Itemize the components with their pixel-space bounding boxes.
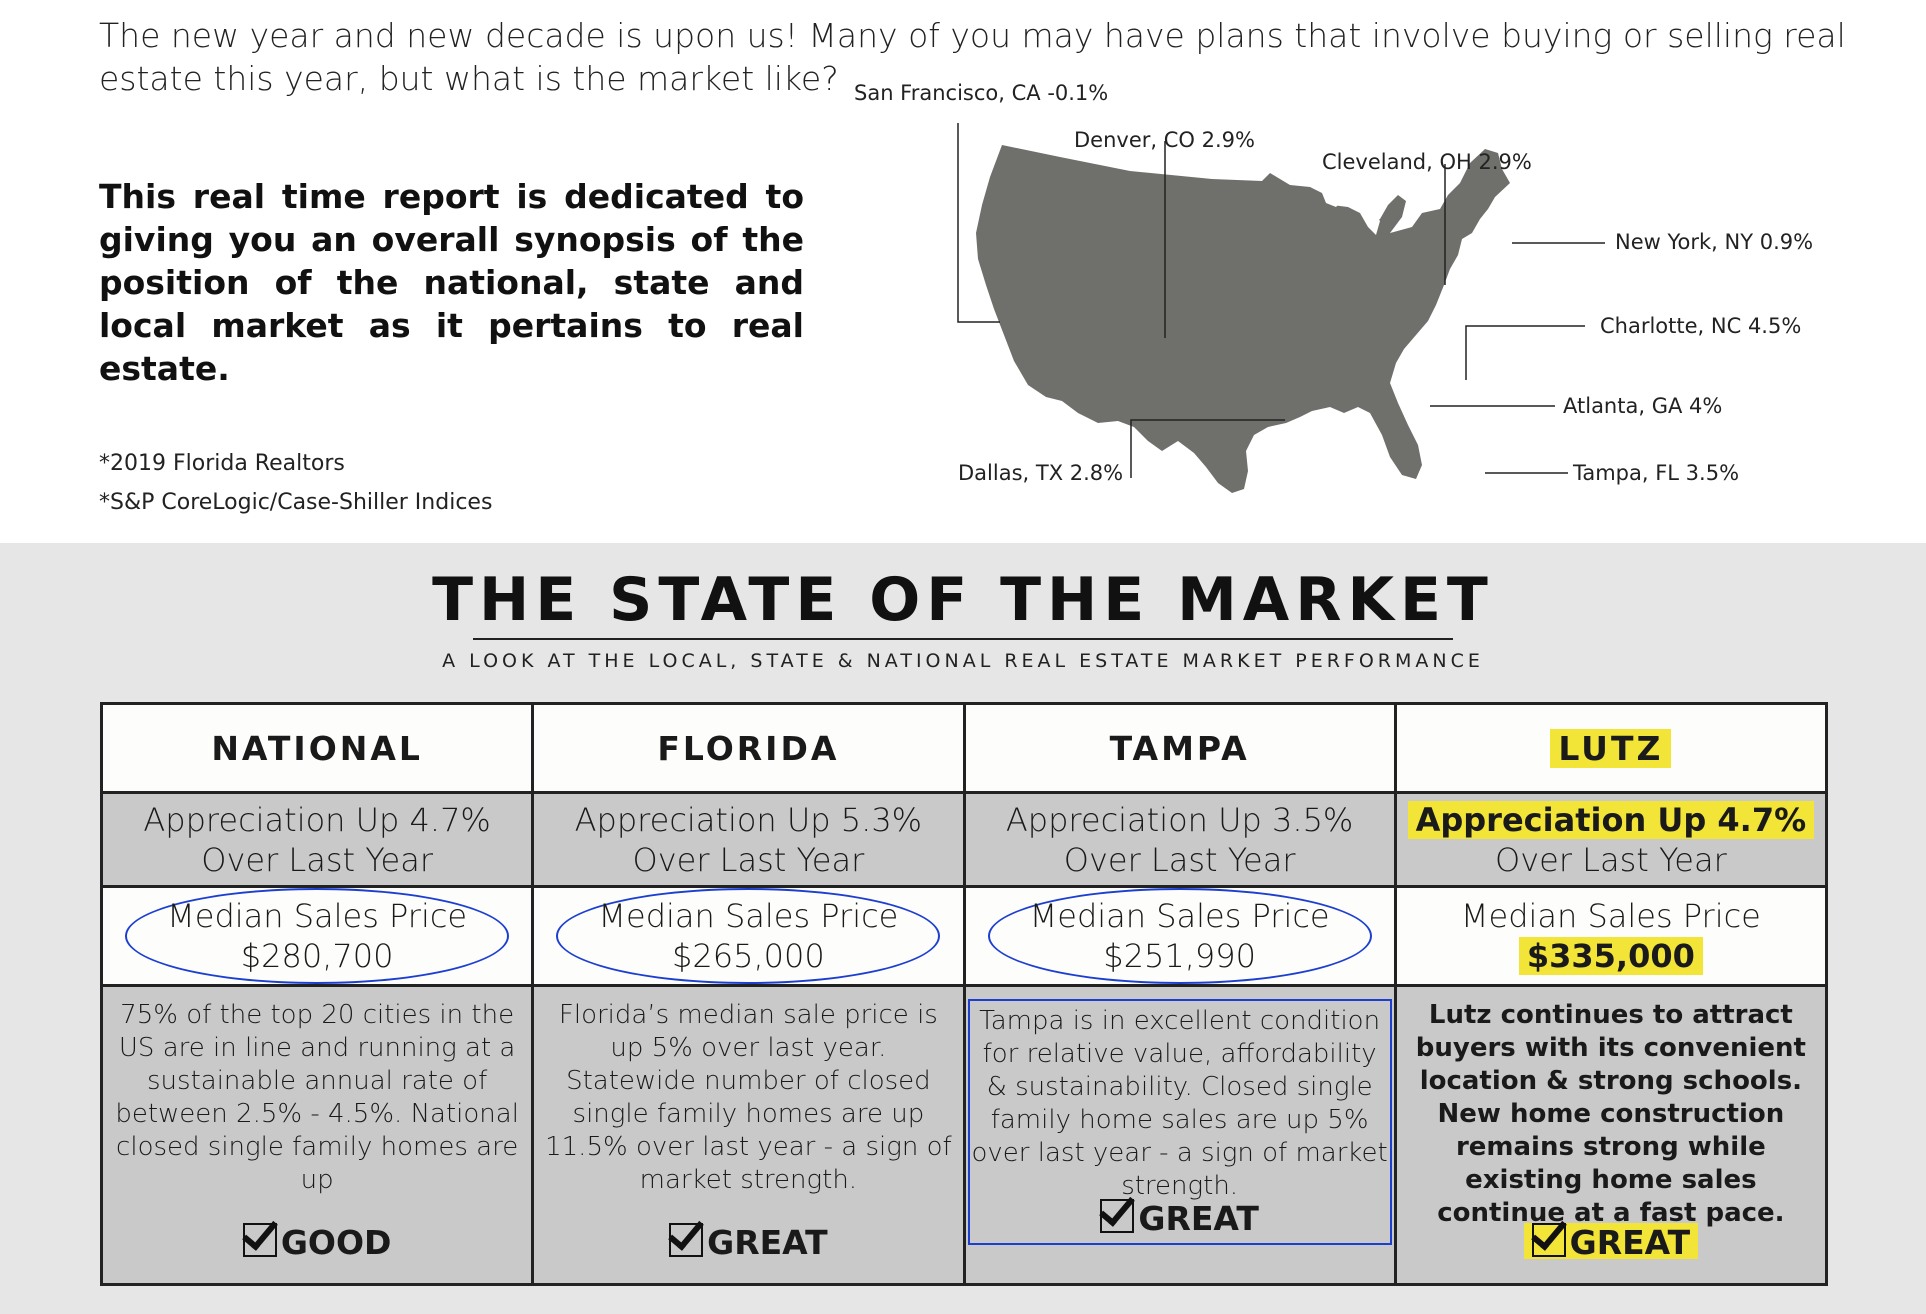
header-tampa: TAMPA: [962, 702, 1397, 794]
map-label-dallas: Dallas, TX 2.8%: [958, 461, 1124, 485]
median-label: Median Sales Price: [167, 897, 468, 935]
description-text: Lutz continues to attract buyers with it…: [1415, 1000, 1806, 1228]
verdict-tampa: GREAT: [1100, 1199, 1259, 1235]
source-note-2: *S&P CoreLogic/Case-Shiller Indices: [99, 490, 493, 515]
appreciation-value: Appreciation Up 5.3%: [574, 800, 923, 839]
description-national: 75% of the top 20 cities in the US are i…: [99, 984, 535, 1286]
lead-paragraph: This real time report is dedicated to gi…: [99, 177, 804, 388]
map-label-denver: Denver, CO 2.9%: [1074, 128, 1255, 152]
description-row: 75% of the top 20 cities in the US are i…: [99, 984, 1829, 1286]
median-florida: Median Sales Price $265,000: [531, 885, 966, 987]
map-label-charlotte: Charlotte, NC 4.5%: [1600, 314, 1802, 338]
source-note-1: *2019 Florida Realtors: [99, 451, 345, 476]
verdict-label: GREAT: [707, 1223, 828, 1262]
checkbox-icon: [1100, 1199, 1135, 1233]
market-table: NATIONAL FLORIDA TAMPA LUTZ Appreciation…: [99, 702, 1829, 1286]
header-florida: FLORIDA: [531, 702, 966, 794]
title-divider: [473, 638, 1453, 640]
header-lutz: LUTZ: [1550, 728, 1672, 768]
appreciation-lutz: Appreciation Up 4.7% Over Last Year: [1393, 791, 1829, 888]
map-label-cleveland: Cleveland, OH 2.9%: [1322, 150, 1532, 174]
verdict-lutz: GREAT: [1523, 1223, 1699, 1262]
header-national: NATIONAL: [99, 702, 535, 794]
intro-section: The new year and new decade is upon us! …: [0, 0, 1926, 543]
median-price-row: Median Sales Price $280,700 Median Sales …: [99, 885, 1829, 987]
appreciation-value: Appreciation Up 4.7%: [1407, 800, 1815, 839]
appreciation-value: Appreciation Up 3.5%: [1005, 800, 1354, 839]
circled-annotation: Median Sales Price $251,990: [987, 888, 1372, 984]
verdict-florida: GREAT: [669, 1223, 828, 1259]
verdict-label: GREAT: [1569, 1223, 1691, 1262]
header-lutz-cell: LUTZ: [1393, 702, 1829, 794]
intro-text: The new year and new decade is upon us! …: [99, 16, 1846, 98]
median-label: Median Sales Price: [1460, 897, 1761, 935]
description-lutz: Lutz continues to attract buyers with it…: [1393, 984, 1829, 1286]
map-label-atlanta: Atlanta, GA 4%: [1563, 394, 1723, 418]
median-value: $280,700: [240, 937, 394, 975]
appreciation-value: Appreciation Up 4.7%: [143, 800, 491, 839]
appreciation-sub: Over Last Year: [1495, 840, 1727, 879]
checkbox-icon: [1531, 1223, 1566, 1257]
median-tampa: Median Sales Price $251,990: [962, 885, 1397, 987]
checkbox-icon: [669, 1223, 704, 1257]
description-text: Florida’s median sale price is up 5% ove…: [545, 1000, 952, 1195]
description-florida: Florida’s median sale price is up 5% ove…: [531, 984, 966, 1286]
median-lutz: Median Sales Price $335,000: [1393, 885, 1829, 987]
appreciation-national: Appreciation Up 4.7% Over Last Year: [99, 791, 535, 888]
appreciation-sub: Over Last Year: [201, 840, 433, 879]
checkbox-icon: [242, 1223, 277, 1257]
circled-annotation: Median Sales Price $280,700: [125, 888, 510, 984]
description-text: Tampa is in excellent condition for rela…: [971, 1006, 1388, 1201]
median-value: $251,990: [1103, 937, 1256, 975]
boxed-annotation: Tampa is in excellent condition for rela…: [967, 999, 1392, 1245]
section-subtitle: A LOOK AT THE LOCAL, STATE & NATIONAL RE…: [442, 650, 1484, 672]
appreciation-sub: Over Last Year: [632, 840, 865, 879]
header-row: NATIONAL FLORIDA TAMPA LUTZ: [99, 702, 1829, 794]
map-label-tampa: Tampa, FL 3.5%: [1573, 461, 1740, 485]
us-map-image: [976, 145, 1510, 493]
median-label: Median Sales Price: [598, 897, 899, 935]
appreciation-tampa: Appreciation Up 3.5% Over Last Year: [962, 791, 1397, 888]
circled-annotation: Median Sales Price $265,000: [556, 888, 941, 984]
median-label: Median Sales Price: [1029, 897, 1330, 935]
verdict-label: GREAT: [1138, 1199, 1259, 1238]
median-value: $265,000: [672, 937, 825, 975]
description-text: 75% of the top 20 cities in the US are i…: [115, 1000, 519, 1195]
median-value: $335,000: [1518, 937, 1703, 975]
appreciation-row: Appreciation Up 4.7% Over Last Year Appre…: [99, 791, 1829, 888]
median-national: Median Sales Price $280,700: [99, 885, 535, 987]
verdict-national: GOOD: [242, 1223, 392, 1262]
section-title: THE STATE OF THE MARKET: [432, 565, 1494, 635]
map-label-san-francisco: San Francisco, CA -0.1%: [854, 81, 1109, 105]
appreciation-florida: Appreciation Up 5.3% Over Last Year: [531, 791, 966, 888]
appreciation-sub: Over Last Year: [1063, 840, 1296, 879]
verdict-label: GOOD: [280, 1223, 392, 1262]
description-tampa: Tampa is in excellent condition for rela…: [962, 984, 1397, 1286]
map-label-new-york: New York, NY 0.9%: [1615, 230, 1814, 254]
